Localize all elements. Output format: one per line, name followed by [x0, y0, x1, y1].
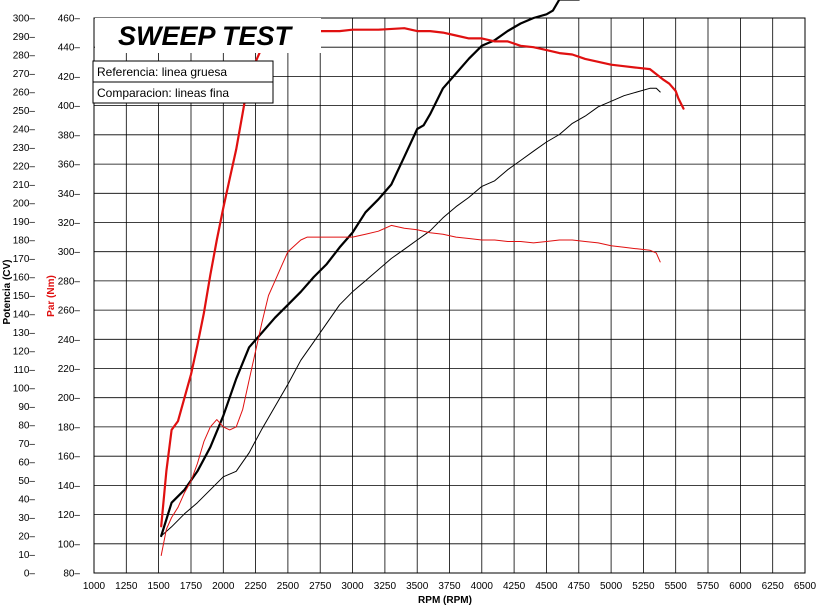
- torque-tick-label: 100–: [58, 539, 81, 550]
- x-tick-label: 1750: [180, 581, 203, 592]
- torque-tick-label: 380–: [58, 130, 81, 141]
- power-tick-label: 240–: [13, 125, 36, 136]
- series-line-3: [160, 224, 661, 556]
- torque-tick-label: 260–: [58, 306, 81, 317]
- torque-tick-label: 220–: [58, 364, 81, 375]
- torque-tick-label: 280–: [58, 276, 81, 287]
- torque-tick-label: 200–: [58, 393, 81, 404]
- power-tick-label: 40–: [18, 495, 35, 506]
- x-tick-label: 6000: [729, 581, 752, 592]
- x-tick-label: 3500: [406, 581, 429, 592]
- power-tick-label: 50–: [18, 476, 35, 487]
- chart-title: SWEEP TEST: [118, 21, 294, 51]
- torque-axis-title: Par (Nm): [46, 275, 57, 317]
- power-tick-label: 270–: [13, 69, 36, 80]
- x-tick-label: 4250: [503, 581, 526, 592]
- legend: Referencia: linea gruesa Comparacion: li…: [92, 60, 274, 104]
- power-tick-label: 80–: [18, 421, 35, 432]
- x-tick-label: 5750: [697, 581, 720, 592]
- power-tick-label: 230–: [13, 143, 36, 154]
- power-tick-label: 10–: [18, 550, 35, 561]
- power-axis-ticks: 0– 10– 20– 30– 40– 50– 60– 70– 80– 90– 100– 110– 120…: [13, 14, 36, 580]
- x-tick-label: 1000: [83, 581, 106, 592]
- x-tick-label: 3250: [374, 581, 397, 592]
- torque-tick-label: 400–: [58, 101, 81, 112]
- power-tick-label: 20–: [18, 532, 35, 543]
- power-tick-label: 110–: [13, 365, 35, 376]
- torque-tick-label: 360–: [58, 160, 81, 171]
- power-tick-label: 180–: [13, 236, 36, 247]
- torque-tick-label: 300–: [58, 247, 81, 258]
- legend-item-comparison: Comparacion: lineas fina: [97, 86, 229, 100]
- power-tick-label: 280–: [13, 51, 36, 62]
- power-tick-label: 210–: [13, 180, 36, 191]
- power-tick-label: 120–: [13, 347, 36, 358]
- power-tick-label: 260–: [13, 88, 36, 99]
- power-tick-label: 30–: [18, 513, 35, 524]
- power-tick-label: 100–: [13, 384, 36, 395]
- x-tick-label: 6250: [762, 581, 785, 592]
- x-tick-label: 6500: [794, 581, 816, 592]
- title-box: [95, 18, 321, 53]
- x-tick-label: 5500: [665, 581, 688, 592]
- power-tick-label: 250–: [13, 106, 36, 117]
- power-tick-label: 290–: [13, 32, 36, 43]
- x-tick-label: 4000: [471, 581, 494, 592]
- power-tick-label: 140–: [13, 310, 36, 321]
- torque-tick-label: 420–: [58, 72, 81, 83]
- torque-tick-label: 120–: [58, 510, 81, 521]
- torque-tick-label: 440–: [58, 43, 81, 54]
- power-tick-label: 220–: [13, 162, 36, 173]
- torque-tick-label: 160–: [58, 452, 81, 463]
- power-tick-label: 300–: [13, 14, 36, 25]
- power-axis-title: Potencia (CV): [2, 259, 13, 324]
- x-tick-label: 5250: [632, 581, 655, 592]
- legend-item-reference: Referencia: linea gruesa: [97, 65, 227, 79]
- torque-tick-label: 80–: [63, 569, 80, 580]
- x-tick-label: 4750: [568, 581, 591, 592]
- power-tick-label: 190–: [13, 217, 36, 228]
- series-line-2: [160, 87, 661, 537]
- torque-tick-label: 240–: [58, 335, 81, 346]
- torque-tick-label: 340–: [58, 189, 81, 200]
- power-tick-label: 170–: [13, 254, 36, 265]
- x-tick-label: 5000: [600, 581, 623, 592]
- torque-tick-label: 460–: [58, 14, 81, 25]
- x-tick-label: 2250: [244, 581, 267, 592]
- power-tick-label: 60–: [18, 458, 35, 469]
- x-tick-label: 2500: [277, 581, 300, 592]
- power-tick-label: 200–: [13, 199, 36, 210]
- series-line-0: [160, 0, 580, 538]
- chart-series: [160, 0, 685, 556]
- x-tick-label: 3750: [438, 581, 461, 592]
- plot-frame: [93, 17, 806, 574]
- grid-lines: [93, 17, 806, 574]
- power-tick-label: 130–: [13, 328, 36, 339]
- torque-tick-label: 180–: [58, 422, 81, 433]
- x-tick-label: 2750: [309, 581, 332, 592]
- x-axis-title: RPM (RPM): [418, 595, 472, 606]
- power-tick-label: 150–: [13, 291, 36, 302]
- x-tick-label: 1250: [115, 581, 138, 592]
- torque-tick-label: 320–: [58, 218, 81, 229]
- torque-axis-ticks: 80– 100– 120– 140– 160– 180– 200– 220– 240– 260– 2…: [58, 14, 81, 580]
- power-tick-label: 90–: [18, 402, 35, 413]
- x-tick-label: 3000: [341, 581, 364, 592]
- series-line-1: [160, 27, 685, 528]
- power-tick-label: 70–: [18, 439, 35, 450]
- torque-tick-label: 140–: [58, 481, 81, 492]
- power-tick-label: 0–: [24, 569, 36, 580]
- x-tick-label: 2000: [212, 581, 235, 592]
- x-axis-ticks: 1000 1250 1500 1750 2000 2250 2500 2750 3000 3250…: [83, 581, 816, 592]
- x-tick-label: 4500: [535, 581, 558, 592]
- x-tick-label: 1500: [147, 581, 170, 592]
- power-tick-label: 160–: [13, 273, 36, 284]
